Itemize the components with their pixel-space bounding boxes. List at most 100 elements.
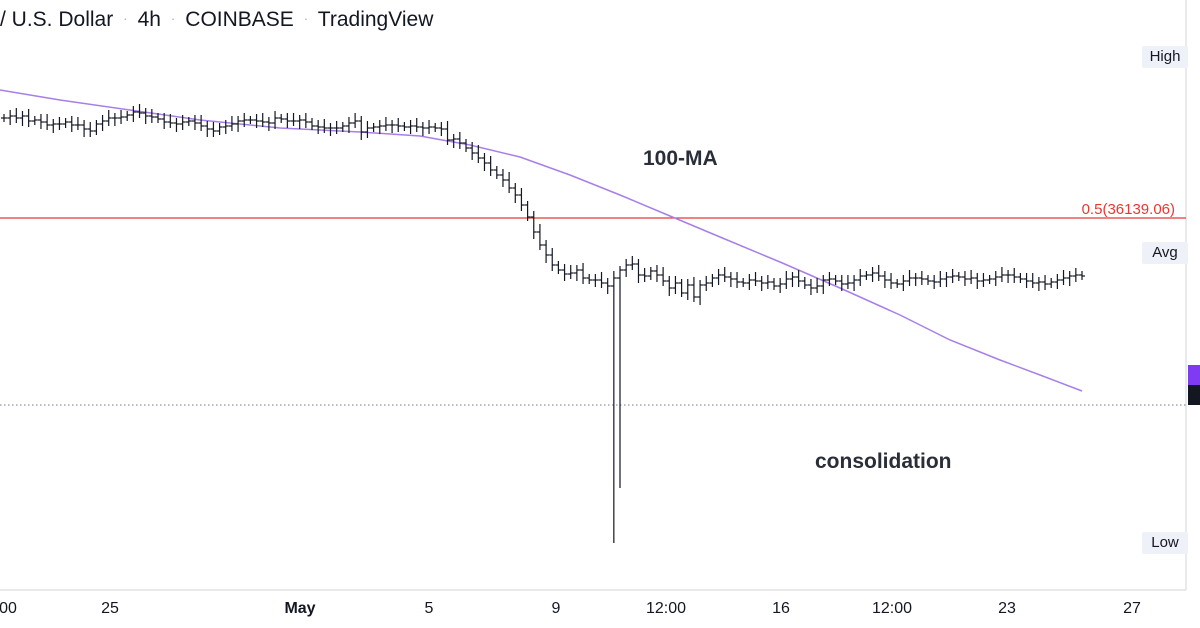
fib-level-label: 0.5(36139.06) xyxy=(1081,201,1175,218)
ohlc-bar xyxy=(881,271,888,288)
ohlc-bar xyxy=(506,172,513,193)
time-tick-month: May xyxy=(284,600,316,617)
ohlc-bar xyxy=(992,271,999,286)
ma-price-marker xyxy=(1188,365,1200,385)
ohlc-bar xyxy=(235,116,242,132)
ohlc-bar xyxy=(740,278,747,287)
ohlc-bar xyxy=(857,269,864,286)
time-tick: 12:00 xyxy=(871,600,913,617)
title-interval: 4h xyxy=(137,8,161,31)
price-axis-low: Low xyxy=(1142,532,1188,554)
ohlc-bar xyxy=(179,115,186,130)
ohlc-bar xyxy=(986,275,993,284)
ohlc-bar xyxy=(463,139,469,152)
ohlc-bar xyxy=(173,118,180,132)
ohlc-bar xyxy=(727,272,734,287)
ohlc-bar xyxy=(481,153,488,171)
ohlc-bar xyxy=(1011,268,1018,283)
ohlc-bar xyxy=(364,121,371,138)
ohlc-bar xyxy=(863,271,870,280)
ohlc-bar xyxy=(1023,273,1030,288)
ohlc-bar xyxy=(943,272,950,287)
ohlc-bar xyxy=(1079,271,1085,280)
ohlc-bar xyxy=(1017,273,1024,283)
ohlc-bar xyxy=(87,122,94,137)
ohlc-bar xyxy=(666,276,673,296)
ohlc-bar xyxy=(641,268,648,282)
ohlc-bar xyxy=(253,114,260,128)
ohlc-bar xyxy=(894,279,901,288)
ohlc-bar xyxy=(382,117,389,131)
ohlc-bar xyxy=(580,263,587,284)
ohlc-bar xyxy=(900,275,907,291)
ohlc-bar xyxy=(105,110,112,126)
ohlc-bar xyxy=(148,109,155,123)
ohlc-bar xyxy=(111,113,118,126)
ohlc-bar xyxy=(653,265,660,282)
ohlc-bar xyxy=(247,116,254,124)
ohlc-bar xyxy=(764,275,771,289)
ohlc-bar xyxy=(74,117,81,130)
ohlc-bar xyxy=(660,267,667,286)
ohlc-bar xyxy=(795,270,802,287)
ohlc-bar xyxy=(746,274,753,290)
ohlc-bar xyxy=(771,278,777,290)
ohlc-bar xyxy=(204,121,211,137)
ohlc-bar xyxy=(734,272,741,288)
ohlc-bar xyxy=(210,122,217,137)
ohlc-bar xyxy=(980,273,987,287)
ohlc-bar xyxy=(487,156,494,176)
ohlc-bar xyxy=(68,116,75,132)
ohlc-bar xyxy=(1048,278,1055,288)
ohlc-bar xyxy=(395,118,402,132)
time-tick: 5 xyxy=(424,600,434,617)
ohlc-bar xyxy=(783,271,790,289)
ohlc-bar xyxy=(161,113,168,129)
ohlc-bar xyxy=(697,280,704,305)
ohlc-bar xyxy=(118,110,125,124)
ohlc-bar xyxy=(456,132,463,149)
ohlc-bar xyxy=(807,279,814,295)
title-exchange: COINBASE xyxy=(185,8,294,31)
ohlc-bar xyxy=(1005,270,1012,283)
ohlc-bar xyxy=(309,118,315,130)
ohlc-bar xyxy=(801,277,808,289)
ohlc-bar xyxy=(142,108,149,124)
ohlc-bar xyxy=(1029,273,1036,288)
ohlc-bar xyxy=(573,265,580,281)
ohlc-bar xyxy=(19,111,26,126)
ohlc-bar xyxy=(44,114,51,130)
ohlc-bar xyxy=(937,271,944,287)
ohlc-bar xyxy=(167,114,174,128)
ohlc-bar xyxy=(875,265,882,281)
ohlc-bar xyxy=(629,256,636,270)
ohlc-bar xyxy=(549,248,556,271)
ohlc-bar xyxy=(136,104,143,118)
ohlc-bar xyxy=(512,183,519,203)
ohlc-bar xyxy=(222,120,229,134)
ohlc-bar xyxy=(321,119,328,133)
consolidation-annotation: consolidation xyxy=(815,450,952,473)
ohlc-bar xyxy=(450,134,457,148)
time-tick: 27 xyxy=(1123,600,1141,617)
ohlc-bar xyxy=(518,188,525,211)
ohlc-bar xyxy=(191,115,198,130)
ohlc-bar xyxy=(50,119,57,133)
ohlc-bar xyxy=(647,267,654,280)
ohlc-bar xyxy=(389,120,396,133)
ohlc-bar xyxy=(370,123,377,132)
ohlc-bar xyxy=(339,122,346,132)
ohlc-bar xyxy=(345,117,352,133)
ohlc-bar xyxy=(358,116,365,140)
ohlc-bar xyxy=(155,113,161,123)
ohlc-bar xyxy=(296,115,303,129)
ohlc-bar xyxy=(284,113,291,128)
ohlc-bar xyxy=(241,113,248,127)
ohlc-bar xyxy=(543,240,550,263)
last-price-marker xyxy=(1188,385,1200,405)
ohlc-bar xyxy=(703,276,710,291)
ohlc-bar xyxy=(758,276,765,291)
ohlc-bar xyxy=(610,271,617,543)
ohlc-bar xyxy=(832,275,839,285)
